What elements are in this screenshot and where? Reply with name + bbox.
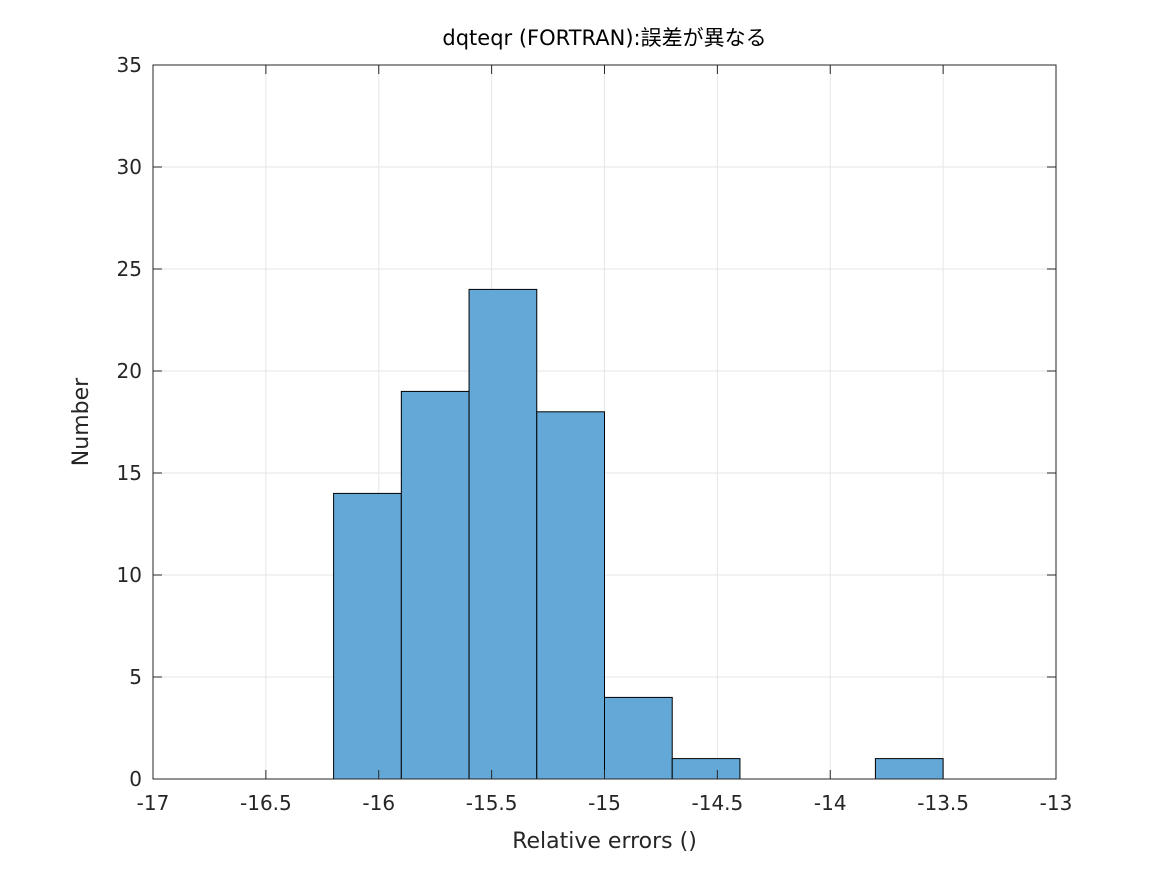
x-tick-labels: -17 -16.5 -16 -15.5 -15 -14.5 -14 -13.5 -13 <box>137 791 1073 815</box>
y-tick-label: 20 <box>117 359 142 383</box>
x-axis-label: Relative errors () <box>512 829 697 854</box>
y-tick-label: 0 <box>129 767 142 791</box>
x-tick-label: -15.5 <box>466 791 518 815</box>
histogram-bars <box>333 288 944 780</box>
histogram-bar <box>400 390 470 780</box>
y-tick-labels: 0 5 10 15 20 25 30 35 <box>117 53 142 791</box>
histogram-bar <box>604 696 673 780</box>
y-tick-label: 15 <box>117 461 142 485</box>
x-tick-label: -13.5 <box>917 791 969 815</box>
x-tick-label: -14 <box>814 791 847 815</box>
y-tick-label: 35 <box>117 53 142 77</box>
histogram-bar <box>468 288 538 780</box>
histogram-bar <box>874 758 944 780</box>
x-tick-label: -17 <box>137 791 170 815</box>
histogram-bar <box>333 492 402 780</box>
axis-ticks <box>152 64 1057 780</box>
y-tick-label: 25 <box>117 257 142 281</box>
x-tick-label: -13 <box>1040 791 1073 815</box>
histogram-bar <box>671 758 741 780</box>
chart-title: dqteqr (FORTRAN):誤差が異なる <box>442 26 766 50</box>
x-tick-label: -16.5 <box>240 791 292 815</box>
y-tick-label: 5 <box>129 665 142 689</box>
histogram-bar <box>536 411 606 780</box>
x-tick-label: -15 <box>588 791 621 815</box>
y-axis-label: Number <box>69 377 94 466</box>
x-tick-label: -14.5 <box>692 791 744 815</box>
x-tick-label: -16 <box>362 791 395 815</box>
y-tick-label: 30 <box>117 155 142 179</box>
y-tick-label: 10 <box>117 563 142 587</box>
